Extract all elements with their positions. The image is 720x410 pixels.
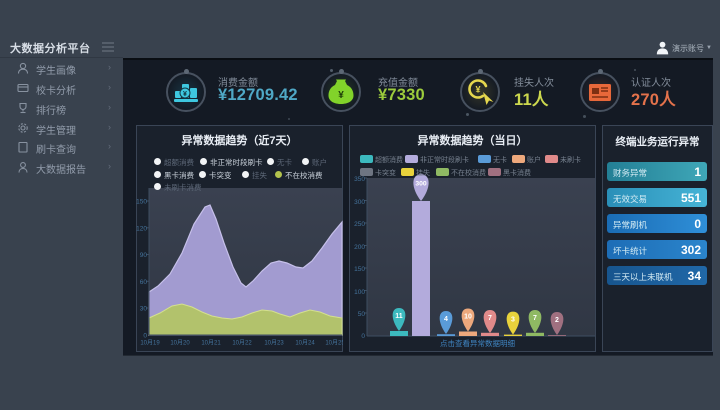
svg-text:7: 7 <box>488 315 492 322</box>
svg-text:7: 7 <box>533 315 537 322</box>
svg-text:3: 3 <box>511 317 515 324</box>
svg-text:4: 4 <box>444 316 448 323</box>
svg-text:90: 90 <box>140 252 148 259</box>
svg-text:10月25: 10月25 <box>325 340 343 347</box>
svg-text:0: 0 <box>361 333 365 340</box>
svg-text:100: 100 <box>354 289 365 296</box>
svg-text:10月24: 10月24 <box>295 340 315 347</box>
svg-text:2: 2 <box>555 317 559 324</box>
svg-text:10月23: 10月23 <box>264 340 284 347</box>
svg-text:¥: ¥ <box>475 85 480 95</box>
svg-text:10月20: 10月20 <box>170 340 190 347</box>
svg-text:50: 50 <box>358 311 366 318</box>
svg-text:150: 150 <box>136 199 147 206</box>
svg-text:10月21: 10月21 <box>201 340 221 347</box>
svg-text:¥: ¥ <box>338 90 344 101</box>
svg-text:10月19: 10月19 <box>140 340 160 347</box>
svg-text:300: 300 <box>354 199 365 206</box>
svg-text:¥: ¥ <box>183 91 187 98</box>
svg-text:150: 150 <box>354 266 365 273</box>
svg-text:60: 60 <box>140 279 148 286</box>
svg-text:10: 10 <box>464 314 472 321</box>
svg-text:300: 300 <box>415 181 427 188</box>
svg-text:0: 0 <box>143 332 147 339</box>
svg-text:11: 11 <box>395 313 403 320</box>
svg-text:120: 120 <box>136 225 147 232</box>
svg-text:200: 200 <box>354 244 365 251</box>
svg-text:350: 350 <box>354 176 365 183</box>
svg-text:30: 30 <box>140 306 148 313</box>
svg-text:250: 250 <box>354 221 365 228</box>
svg-text:10月22: 10月22 <box>232 340 252 347</box>
